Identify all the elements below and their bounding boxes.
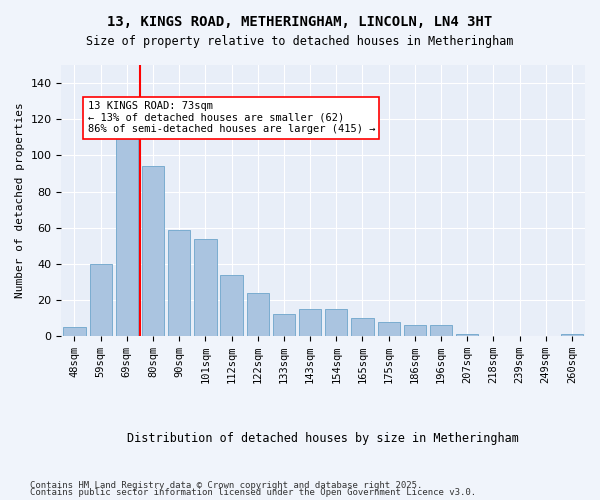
Text: Contains HM Land Registry data © Crown copyright and database right 2025.: Contains HM Land Registry data © Crown c… [30, 480, 422, 490]
Bar [456, 334, 478, 336]
Bar [404, 326, 426, 336]
Bar [168, 230, 190, 336]
Text: 13, KINGS ROAD, METHERINGHAM, LINCOLN, LN4 3HT: 13, KINGS ROAD, METHERINGHAM, LINCOLN, L… [107, 15, 493, 29]
Y-axis label: Number of detached properties: Number of detached properties [15, 102, 25, 298]
Bar [89, 264, 112, 336]
Text: Contains public sector information licensed under the Open Government Licence v3: Contains public sector information licen… [30, 488, 476, 497]
Bar [194, 238, 217, 336]
Bar [299, 309, 321, 336]
X-axis label: Distribution of detached houses by size in Metheringham: Distribution of detached houses by size … [127, 432, 519, 445]
Bar [64, 327, 86, 336]
Text: Size of property relative to detached houses in Metheringham: Size of property relative to detached ho… [86, 35, 514, 48]
Bar [247, 293, 269, 336]
Text: 13 KINGS ROAD: 73sqm
← 13% of detached houses are smaller (62)
86% of semi-detac: 13 KINGS ROAD: 73sqm ← 13% of detached h… [88, 101, 375, 134]
Bar [352, 318, 374, 336]
Bar [273, 314, 295, 336]
Bar [325, 309, 347, 336]
Bar [116, 130, 138, 336]
Bar [430, 326, 452, 336]
Bar [142, 166, 164, 336]
Bar [220, 274, 242, 336]
Bar [377, 322, 400, 336]
Bar [561, 334, 583, 336]
